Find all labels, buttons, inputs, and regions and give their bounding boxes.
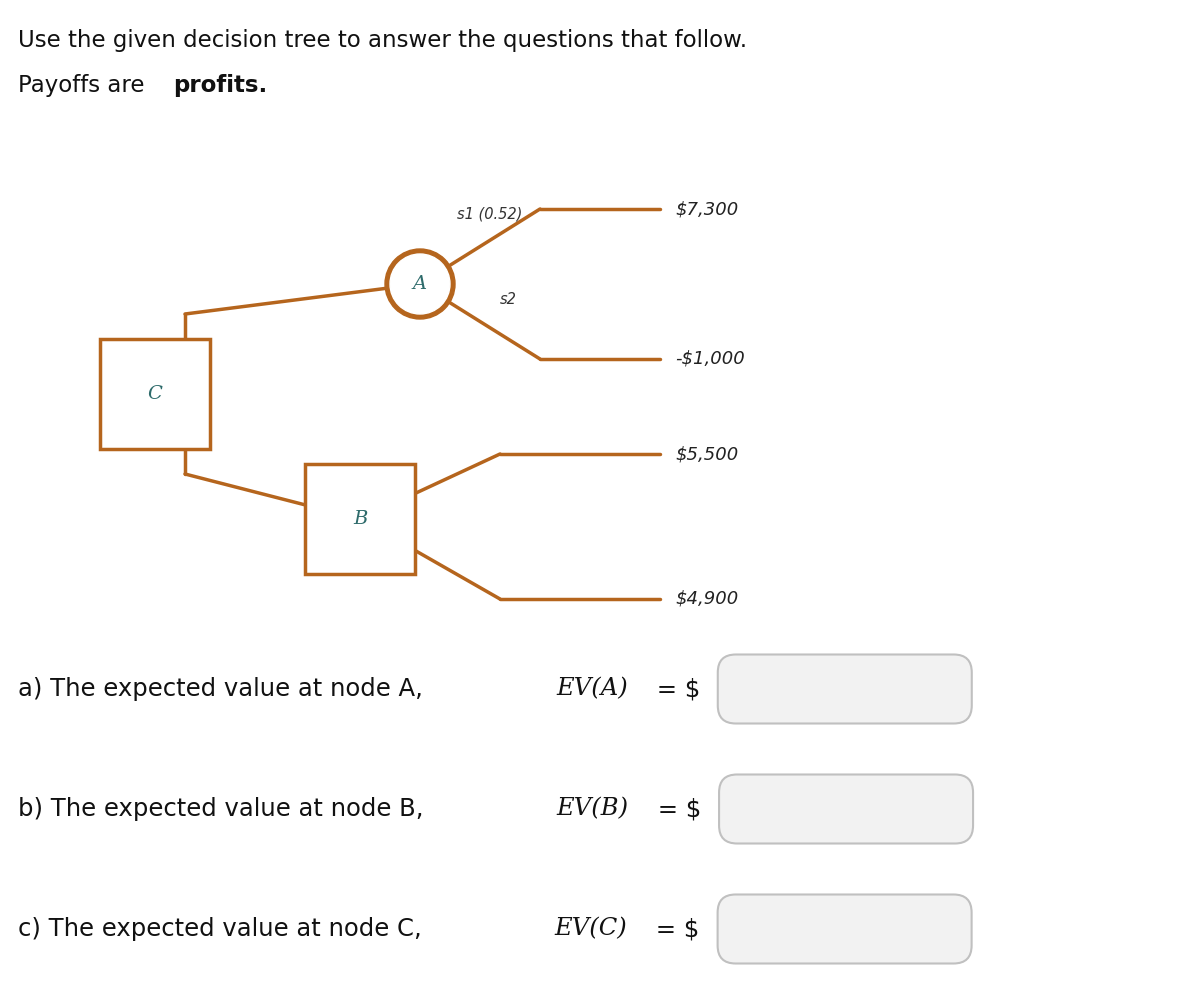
Text: B: B: [353, 510, 367, 528]
Text: = $: = $: [648, 917, 700, 941]
FancyBboxPatch shape: [718, 894, 972, 963]
Text: EV(A): EV(A): [556, 677, 628, 700]
Text: s2: s2: [500, 292, 517, 307]
Text: EV(B): EV(B): [557, 797, 629, 820]
Text: = $: = $: [649, 677, 700, 701]
Text: A: A: [413, 275, 427, 293]
Text: -$1,000: -$1,000: [674, 350, 745, 368]
Text: a) The expected value at node A,: a) The expected value at node A,: [18, 677, 436, 701]
Circle shape: [390, 254, 450, 314]
Text: s1 (0.52): s1 (0.52): [457, 207, 523, 222]
Text: = $: = $: [650, 797, 701, 821]
Text: $7,300: $7,300: [674, 200, 738, 218]
FancyBboxPatch shape: [100, 339, 210, 449]
Text: EV(C): EV(C): [554, 917, 628, 940]
Circle shape: [385, 249, 455, 319]
Text: profits.: profits.: [173, 74, 268, 97]
Text: $5,500: $5,500: [674, 445, 738, 463]
FancyBboxPatch shape: [305, 464, 415, 574]
Text: c) The expected value at node C,: c) The expected value at node C,: [18, 917, 434, 941]
Text: b) The expected value at node B,: b) The expected value at node B,: [18, 797, 436, 821]
Text: Use the given decision tree to answer the questions that follow.: Use the given decision tree to answer th…: [18, 29, 748, 52]
FancyBboxPatch shape: [718, 654, 972, 723]
Text: C: C: [148, 385, 162, 403]
FancyBboxPatch shape: [719, 774, 973, 843]
Text: $4,900: $4,900: [674, 590, 738, 608]
Text: Payoffs are: Payoffs are: [18, 74, 151, 97]
